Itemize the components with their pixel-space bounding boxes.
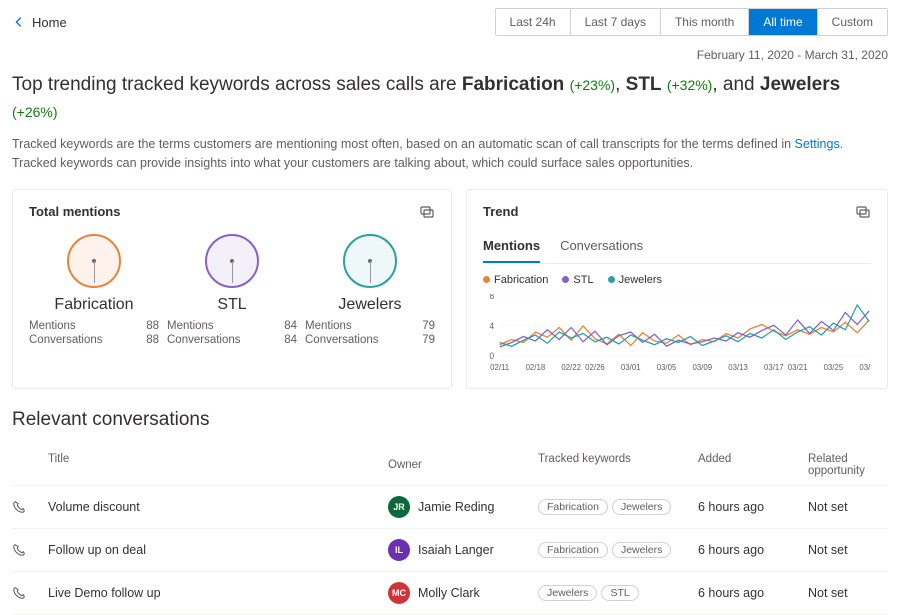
- mention-name: Jewelers: [305, 296, 435, 314]
- expand-icon[interactable]: [855, 204, 871, 220]
- keyword-pill: Jewelers: [612, 542, 671, 558]
- table-header: Title Owner Tracked keywords Added Relat…: [12, 445, 888, 486]
- legend-item-fabrication: Fabrication: [483, 274, 548, 286]
- col-title: Title: [48, 453, 388, 477]
- time-filter-last-24h[interactable]: Last 24h: [496, 9, 571, 35]
- headline-kw3: Jewelers: [760, 74, 840, 95]
- row-added: 6 hours ago: [698, 543, 808, 557]
- svg-text:02/22: 02/22: [561, 362, 581, 371]
- col-owner: Owner: [388, 453, 538, 477]
- svg-text:02/18: 02/18: [526, 362, 546, 371]
- headline-pct1: (+23%): [570, 77, 616, 93]
- svg-text:03/09: 03/09: [692, 362, 712, 371]
- row-title: Live Demo follow up: [48, 586, 388, 600]
- home-label: Home: [32, 15, 67, 30]
- svg-text:03/31: 03/31: [859, 362, 871, 371]
- owner-name: Isaiah Langer: [418, 543, 494, 557]
- mention-item-jewelers: Jewelers Mentions79 Conversations79: [305, 234, 435, 346]
- row-opportunity: Not set: [808, 586, 888, 600]
- keyword-pill: Fabrication: [538, 499, 608, 515]
- time-filter-group: Last 24hLast 7 daysThis monthAll timeCus…: [495, 8, 888, 36]
- row-title: Follow up on deal: [48, 543, 388, 557]
- row-opportunity: Not set: [808, 500, 888, 514]
- conversations-title: Relevant conversations: [0, 409, 900, 445]
- mention-item-stl: STL Mentions84 Conversations84: [167, 234, 297, 346]
- headline-kw1: Fabrication: [462, 74, 564, 95]
- owner-name: Jamie Reding: [418, 500, 494, 514]
- row-opportunity: Not set: [808, 543, 888, 557]
- svg-text:02/26: 02/26: [585, 362, 605, 371]
- svg-text:03/01: 03/01: [621, 362, 641, 371]
- avatar: JR: [388, 496, 410, 518]
- row-added: 6 hours ago: [698, 586, 808, 600]
- keyword-pill: Jewelers: [538, 585, 597, 601]
- time-filter-custom[interactable]: Custom: [818, 9, 887, 35]
- trend-chart: 8 4 0 02/11 02/18 02/22 02/26 03/01 03/05 03/09 03…: [483, 294, 871, 374]
- avatar: IL: [388, 539, 410, 561]
- col-added: Added: [698, 453, 808, 477]
- total-mentions-title: Total mentions: [29, 204, 120, 219]
- svg-text:0: 0: [489, 350, 494, 360]
- time-filter-this-month[interactable]: This month: [661, 9, 749, 35]
- mention-name: STL: [167, 296, 297, 314]
- table-row[interactable]: Follow up on deal IL Isaiah Langer Fabric…: [12, 529, 888, 572]
- phone-icon: [12, 543, 26, 557]
- phone-icon: [12, 586, 26, 600]
- svg-text:03/13: 03/13: [728, 362, 748, 371]
- headline-pct2: (+32%): [667, 77, 713, 93]
- svg-text:03/17: 03/17: [764, 362, 784, 371]
- home-link[interactable]: Home: [12, 15, 67, 30]
- svg-text:03/25: 03/25: [824, 362, 844, 371]
- date-range: February 11, 2020 - March 31, 2020: [0, 44, 900, 72]
- settings-link[interactable]: Settings: [795, 137, 840, 151]
- trend-title: Trend: [483, 204, 518, 219]
- description: Tracked keywords are the terms customers…: [0, 135, 900, 189]
- expand-icon[interactable]: [419, 204, 435, 220]
- avatar: MC: [388, 582, 410, 604]
- headline-prefix: Top trending tracked keywords across sal…: [12, 74, 462, 95]
- keyword-pill: Fabrication: [538, 542, 608, 558]
- legend-item-stl: STL: [562, 274, 593, 286]
- row-added: 6 hours ago: [698, 500, 808, 514]
- trend-card: Trend Mentions Conversations Fabrication S…: [466, 189, 888, 389]
- table-row[interactable]: Volume discount JR Jamie Reding Fabricati…: [12, 486, 888, 529]
- headline-kw2: STL: [626, 74, 662, 95]
- svg-text:03/05: 03/05: [657, 362, 677, 371]
- mention-name: Fabrication: [29, 296, 159, 314]
- legend-item-jewelers: Jewelers: [608, 274, 662, 286]
- svg-text:4: 4: [489, 320, 494, 330]
- time-filter-all-time[interactable]: All time: [749, 9, 817, 35]
- col-keywords: Tracked keywords: [538, 453, 698, 477]
- mention-item-fabrication: Fabrication Mentions88 Conversations88: [29, 234, 159, 346]
- keyword-pill: Jewelers: [612, 499, 671, 515]
- svg-text:8: 8: [489, 294, 494, 301]
- trend-tab-conversations[interactable]: Conversations: [560, 234, 643, 263]
- col-opportunity: Related opportunity: [808, 453, 888, 477]
- keyword-pill: STL: [601, 585, 638, 601]
- svg-text:02/11: 02/11: [490, 362, 509, 371]
- table-row[interactable]: Live Demo follow up MC Molly Clark Jewele…: [12, 572, 888, 615]
- headline: Top trending tracked keywords across sal…: [0, 72, 900, 135]
- row-title: Volume discount: [48, 500, 388, 514]
- conversations-table: Title Owner Tracked keywords Added Relat…: [0, 445, 900, 615]
- total-mentions-card: Total mentions Fabrication Mentions88 Co…: [12, 189, 452, 389]
- trend-tab-mentions[interactable]: Mentions: [483, 234, 540, 263]
- owner-name: Molly Clark: [418, 586, 480, 600]
- svg-text:03/21: 03/21: [788, 362, 808, 371]
- time-filter-last-7-days[interactable]: Last 7 days: [571, 9, 661, 35]
- arrow-left-icon: [12, 15, 26, 29]
- phone-icon: [12, 500, 26, 514]
- headline-pct3: (+26%): [12, 104, 58, 120]
